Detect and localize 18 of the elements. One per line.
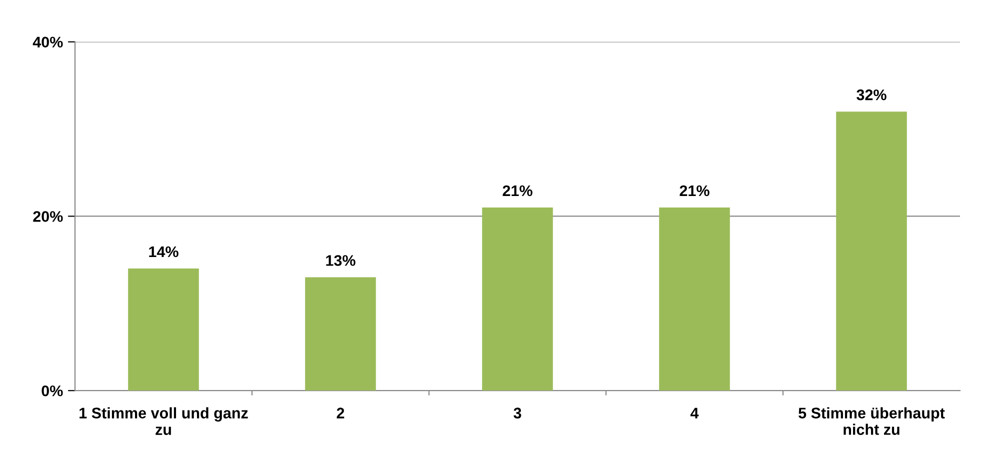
y-tick-label: 40% [32, 36, 63, 48]
bar [482, 208, 553, 391]
x-tick-label: 5 Stimme überhaupt nicht zu [798, 407, 945, 435]
data-label: 32% [856, 89, 886, 100]
x-tick-label: 4 [690, 408, 699, 418]
y-tick-label: 20% [33, 211, 63, 222]
x-tick-label: 3 [514, 408, 522, 419]
x-tick-label: 2 [336, 408, 344, 418]
y-tick-label: 0% [42, 385, 63, 396]
data-label: 13% [326, 255, 356, 266]
data-label: 21% [502, 185, 532, 196]
bar [836, 112, 907, 391]
bar [659, 208, 730, 391]
data-label: 14% [149, 246, 178, 258]
bar [128, 268, 199, 391]
bar [305, 277, 376, 391]
data-label: 21% [680, 185, 710, 196]
x-tick-label: 1 Stimme voll und ganz zu [80, 407, 248, 436]
